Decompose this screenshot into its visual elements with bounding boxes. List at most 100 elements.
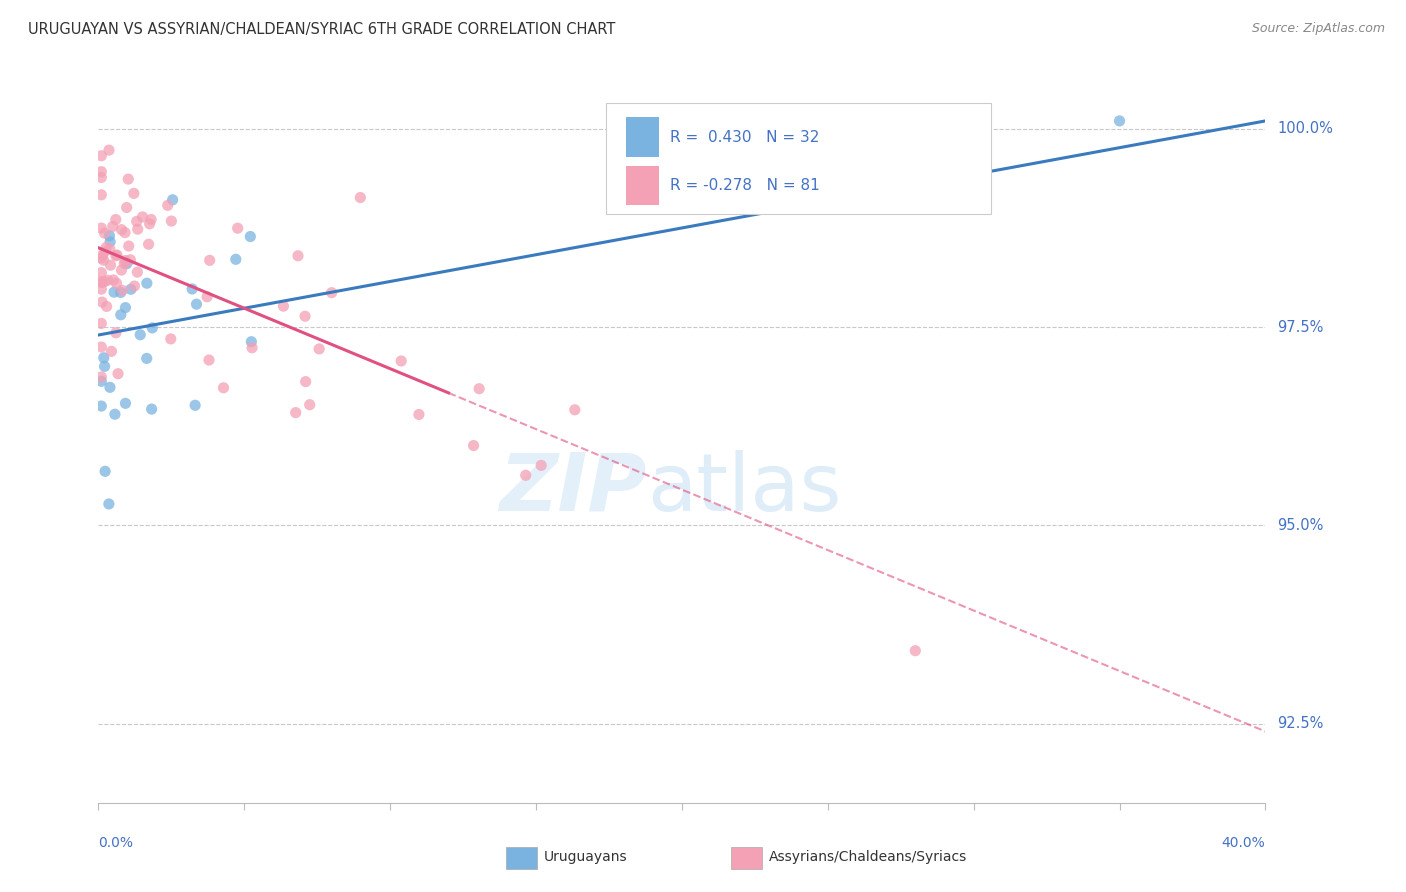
Text: 100.0%: 100.0% xyxy=(1277,121,1333,136)
Point xyxy=(181,282,204,296)
Point xyxy=(90,399,112,413)
Point xyxy=(273,299,295,313)
Point xyxy=(114,396,136,410)
Point xyxy=(195,290,218,304)
Point xyxy=(141,321,163,335)
Point xyxy=(117,172,139,186)
Point xyxy=(90,252,112,266)
Point xyxy=(104,212,127,227)
Point xyxy=(184,398,207,412)
Point xyxy=(114,226,136,240)
Point xyxy=(100,258,122,272)
Point xyxy=(159,332,181,346)
Text: R =  0.430   N = 32: R = 0.430 N = 32 xyxy=(671,129,820,145)
Point xyxy=(294,310,316,324)
Point xyxy=(125,214,148,228)
Point xyxy=(198,253,221,268)
FancyBboxPatch shape xyxy=(626,166,658,205)
Point xyxy=(298,398,321,412)
Point xyxy=(98,380,121,394)
Point xyxy=(90,170,112,185)
Point xyxy=(90,149,112,163)
Point xyxy=(103,285,125,300)
Point xyxy=(115,201,138,215)
Text: 0.0%: 0.0% xyxy=(98,836,134,850)
Point xyxy=(90,374,112,388)
Point xyxy=(129,327,152,342)
Point xyxy=(240,341,263,355)
Point xyxy=(100,344,122,359)
Point xyxy=(389,354,412,368)
Point xyxy=(90,221,112,235)
Point xyxy=(408,408,430,422)
Point xyxy=(93,351,115,365)
Point xyxy=(138,217,160,231)
Point xyxy=(226,221,249,235)
Text: Uruguayans: Uruguayans xyxy=(544,850,627,864)
Point xyxy=(120,252,142,267)
FancyBboxPatch shape xyxy=(626,118,658,157)
Point xyxy=(107,367,129,381)
Point xyxy=(111,283,134,297)
Point xyxy=(90,276,112,290)
Point xyxy=(1108,114,1130,128)
Point xyxy=(101,219,124,234)
FancyBboxPatch shape xyxy=(606,103,991,214)
Point xyxy=(90,370,112,384)
Point xyxy=(94,241,117,255)
Point xyxy=(515,468,537,483)
Point xyxy=(98,228,121,243)
Point xyxy=(110,222,132,236)
Point xyxy=(98,143,121,157)
Point xyxy=(564,402,586,417)
Point xyxy=(120,282,142,296)
Text: 97.5%: 97.5% xyxy=(1277,319,1323,334)
Point xyxy=(138,237,160,252)
Point xyxy=(98,235,121,249)
Point xyxy=(115,257,138,271)
Point xyxy=(91,295,114,310)
Point xyxy=(240,334,263,349)
Point xyxy=(90,317,112,331)
Point xyxy=(468,382,491,396)
Point xyxy=(463,439,485,453)
Point xyxy=(104,407,127,421)
Point xyxy=(90,164,112,178)
Point xyxy=(90,340,112,354)
Point xyxy=(141,402,163,417)
Point xyxy=(131,210,153,224)
Point xyxy=(284,406,307,420)
Point xyxy=(294,375,316,389)
Point xyxy=(103,273,125,287)
Point xyxy=(127,265,149,279)
Text: atlas: atlas xyxy=(647,450,841,528)
Point xyxy=(239,229,262,244)
Point xyxy=(90,282,112,296)
Point xyxy=(127,222,149,236)
Point xyxy=(198,353,221,368)
Point xyxy=(104,326,127,340)
Point xyxy=(287,249,309,263)
Point xyxy=(94,244,117,259)
Point xyxy=(97,273,120,287)
Point xyxy=(160,214,183,228)
Text: 40.0%: 40.0% xyxy=(1222,836,1265,850)
Point xyxy=(118,239,141,253)
Point xyxy=(110,308,132,322)
Text: Assyrians/Chaldeans/Syriacs: Assyrians/Chaldeans/Syriacs xyxy=(769,850,967,864)
Text: ZIP: ZIP xyxy=(499,450,647,528)
Point xyxy=(162,193,184,207)
Point xyxy=(904,643,927,657)
Point xyxy=(93,226,115,240)
Text: URUGUAYAN VS ASSYRIAN/CHALDEAN/SYRIAC 6TH GRADE CORRELATION CHART: URUGUAYAN VS ASSYRIAN/CHALDEAN/SYRIAC 6T… xyxy=(28,22,616,37)
Point xyxy=(135,277,157,291)
Point xyxy=(93,253,115,268)
Point xyxy=(112,256,135,270)
Point xyxy=(135,351,157,366)
Point xyxy=(105,276,128,290)
Point xyxy=(349,190,371,204)
Point xyxy=(114,301,136,315)
Point xyxy=(90,266,112,280)
Point xyxy=(124,279,146,293)
Point xyxy=(122,186,145,201)
